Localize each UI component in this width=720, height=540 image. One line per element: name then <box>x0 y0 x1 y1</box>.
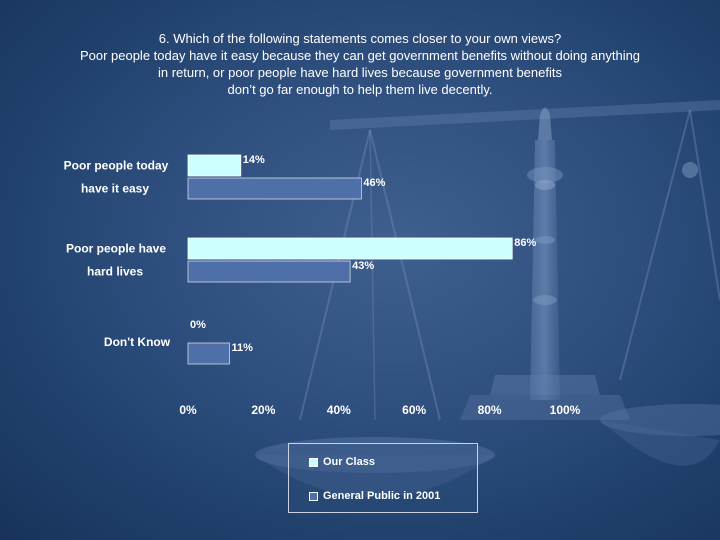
bar-value-label: 43% <box>352 260 374 272</box>
title-line: in return, or poor people have hard live… <box>158 65 562 80</box>
x-tick-label: 80% <box>478 403 502 417</box>
title-line: don’t go far enough to help them live de… <box>227 82 493 97</box>
x-tick-label: 0% <box>179 403 197 417</box>
bar-general-public <box>187 260 351 283</box>
title-line: Poor people today have it easy because t… <box>79 48 641 63</box>
category-label: hard lives <box>87 265 143 279</box>
bar-value-label: 46% <box>363 177 385 189</box>
title-line: 6. Which of the following statements com… <box>158 31 562 46</box>
bar-general-public <box>187 177 362 200</box>
legend-item-our-class: Our Class <box>309 456 375 468</box>
legend-swatch-our-class <box>309 457 318 467</box>
legend-label: Our Class <box>323 456 375 468</box>
bar-value-label: 14% <box>243 154 265 166</box>
chart-legend: Our Class General Public in 2001 <box>288 443 478 513</box>
slide-title: 6. Which of the following statements com… <box>20 30 700 98</box>
x-tick-label: 20% <box>251 403 275 417</box>
bar-our-class <box>187 237 513 260</box>
bar-our-class <box>187 154 242 177</box>
x-tick-label: 60% <box>402 403 426 417</box>
legend-label: General Public in 2001 <box>323 490 441 502</box>
category-label: Don't Know <box>104 335 171 349</box>
legend-swatch-general-public <box>309 491 318 501</box>
x-tick-label: 100% <box>550 403 581 417</box>
category-label: Poor people today <box>64 159 169 173</box>
bar-value-label: 86% <box>514 237 536 249</box>
bar-general-public <box>187 342 230 365</box>
legend-item-general-public: General Public in 2001 <box>309 490 440 502</box>
x-tick-label: 40% <box>327 403 351 417</box>
category-label: have it easy <box>81 182 149 196</box>
bar-value-label: 0% <box>190 319 206 331</box>
category-label: Poor people have <box>66 242 166 256</box>
bar-value-label: 11% <box>231 342 253 354</box>
